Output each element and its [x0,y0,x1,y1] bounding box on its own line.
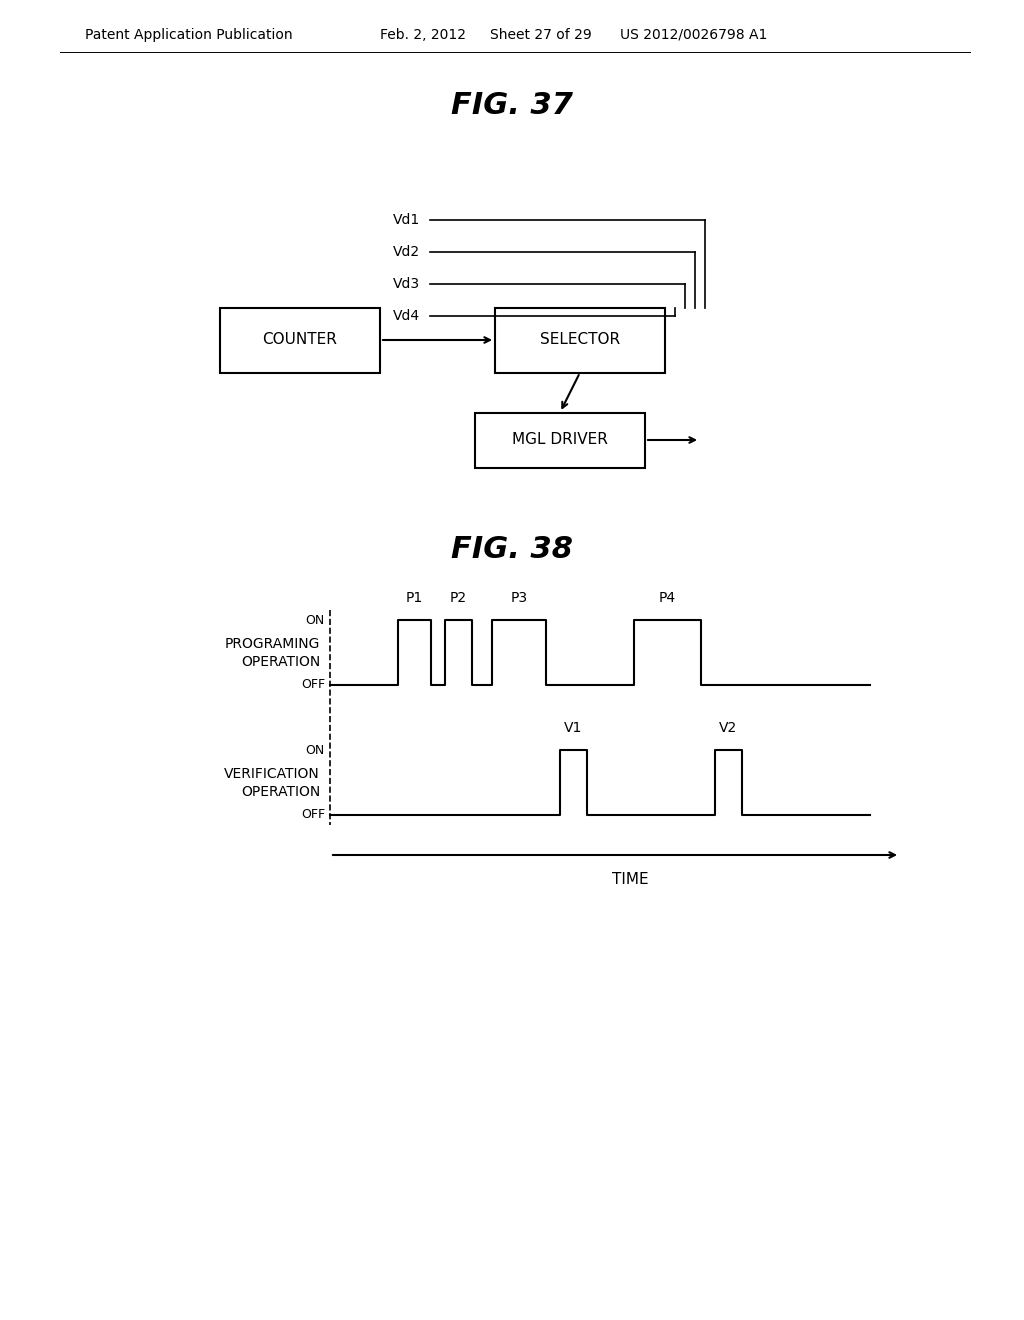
Text: P2: P2 [450,591,467,605]
Text: Patent Application Publication: Patent Application Publication [85,28,293,42]
Text: Sheet 27 of 29: Sheet 27 of 29 [490,28,592,42]
Text: Vd2: Vd2 [393,246,420,259]
Text: FIG. 38: FIG. 38 [451,536,573,565]
FancyBboxPatch shape [475,412,645,467]
Text: V2: V2 [719,721,737,735]
Text: OPERATION: OPERATION [241,785,319,800]
Text: Vd1: Vd1 [393,213,420,227]
Text: FIG. 37: FIG. 37 [451,91,573,120]
Text: Vd3: Vd3 [393,277,420,290]
Text: P4: P4 [658,591,676,605]
Text: V1: V1 [564,721,583,735]
Text: VERIFICATION: VERIFICATION [224,767,319,781]
Text: PROGRAMING: PROGRAMING [224,638,319,652]
Text: TIME: TIME [611,873,648,887]
Text: P3: P3 [510,591,527,605]
Text: SELECTOR: SELECTOR [540,333,621,347]
Text: Feb. 2, 2012: Feb. 2, 2012 [380,28,466,42]
Text: ON: ON [306,614,325,627]
Text: ON: ON [306,743,325,756]
FancyBboxPatch shape [220,308,380,372]
Text: OPERATION: OPERATION [241,656,319,669]
Text: MGL DRIVER: MGL DRIVER [512,433,608,447]
Text: OFF: OFF [301,808,325,821]
Text: Vd4: Vd4 [393,309,420,323]
Text: P1: P1 [406,591,423,605]
Text: OFF: OFF [301,678,325,692]
FancyBboxPatch shape [495,308,665,372]
Text: US 2012/0026798 A1: US 2012/0026798 A1 [620,28,767,42]
Text: COUNTER: COUNTER [262,333,338,347]
